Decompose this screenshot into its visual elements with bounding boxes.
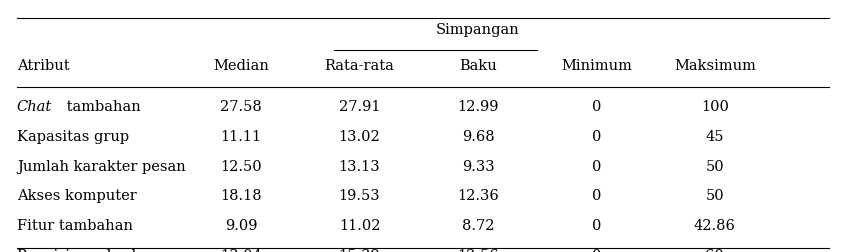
Text: 9.33: 9.33 [462,160,494,174]
Text: Maksimum: Maksimum [674,58,755,73]
Text: 12.50: 12.50 [220,160,262,174]
Text: 60: 60 [706,249,724,252]
Text: 19.53: 19.53 [338,189,381,203]
Text: Baku: Baku [459,58,497,73]
Text: 0: 0 [591,160,602,174]
Text: 0: 0 [591,189,602,203]
Text: 15.39: 15.39 [338,249,381,252]
Text: Atribut: Atribut [17,58,69,73]
Text: 12.56: 12.56 [457,249,499,252]
Text: Fitur tambahan: Fitur tambahan [17,219,133,233]
Text: Chat: Chat [17,100,52,114]
Text: Minimum: Minimum [561,58,632,73]
Text: 12.99: 12.99 [457,100,499,114]
Text: Rata-rata: Rata-rata [325,58,394,73]
Text: 50: 50 [706,160,724,174]
Text: 8.72: 8.72 [462,219,494,233]
Text: 0: 0 [591,249,602,252]
Text: Median: Median [213,58,269,73]
Text: 13.13: 13.13 [338,160,381,174]
Text: 42.86: 42.86 [694,219,736,233]
Text: 9.68: 9.68 [462,130,494,144]
Text: Akses komputer: Akses komputer [17,189,137,203]
Text: 27.58: 27.58 [220,100,262,114]
Text: 100: 100 [701,100,728,114]
Text: tambahan: tambahan [63,100,141,114]
Text: 27.91: 27.91 [338,100,381,114]
Text: 12.36: 12.36 [457,189,499,203]
Text: Pengiriman berkas: Pengiriman berkas [17,249,157,252]
Text: Jumlah karakter pesan: Jumlah karakter pesan [17,160,185,174]
Text: 45: 45 [706,130,724,144]
Text: 0: 0 [591,219,602,233]
Text: 0: 0 [591,100,602,114]
Text: 11.02: 11.02 [338,219,381,233]
Text: Kapasitas grup: Kapasitas grup [17,130,129,144]
Text: 11.11: 11.11 [221,130,261,144]
Text: 13.02: 13.02 [338,130,381,144]
Text: 13.04: 13.04 [220,249,262,252]
Text: Simpangan: Simpangan [437,23,519,37]
Text: 50: 50 [706,189,724,203]
Text: 18.18: 18.18 [220,189,262,203]
Text: 9.09: 9.09 [225,219,257,233]
Text: 0: 0 [591,130,602,144]
